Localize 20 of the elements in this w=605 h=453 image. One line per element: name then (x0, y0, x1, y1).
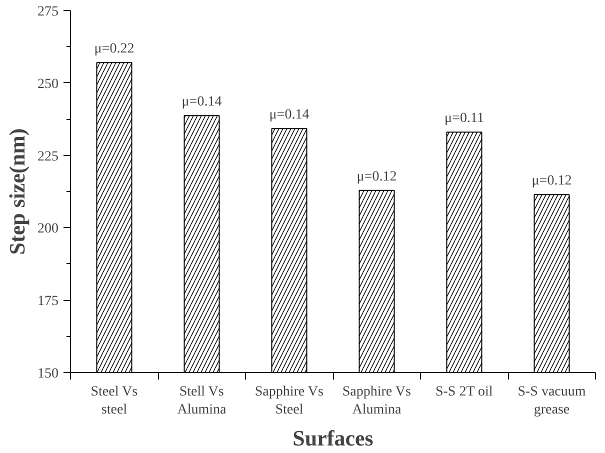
annotation: μ=0.22 (94, 42, 134, 57)
y-axis-title: Step size(nm) (4, 128, 30, 255)
x-tick-label: Steel Vs steel (90, 384, 138, 418)
y-tick-label: 200 (38, 222, 58, 237)
annotation: μ=0.14 (269, 108, 310, 123)
x-tick-label: S-S 2T oil (435, 384, 493, 400)
x-tick-label: Sapphire Vs Alumina (342, 384, 411, 418)
x-tick-label: Stell Vs Alumina (177, 384, 228, 418)
y-tick-label: 150 (38, 366, 58, 382)
y-tick-label: 175 (38, 294, 58, 310)
y-tick-label: 275 (38, 4, 58, 20)
annotation: μ=0.12 (356, 169, 397, 184)
x-axis-title: Surfaces (292, 426, 374, 450)
annotation: μ=0.14 (182, 94, 222, 110)
y-tick-label: 250 (38, 76, 58, 92)
annotation: μ=0.11 (444, 111, 484, 126)
x-tick-label: Sapphire Vs Steel (254, 384, 324, 418)
annotation: μ=0.12 (532, 174, 572, 189)
x-tick-label: S-S vacuum grease (518, 384, 586, 418)
y-tick-label: 225 (38, 149, 58, 164)
